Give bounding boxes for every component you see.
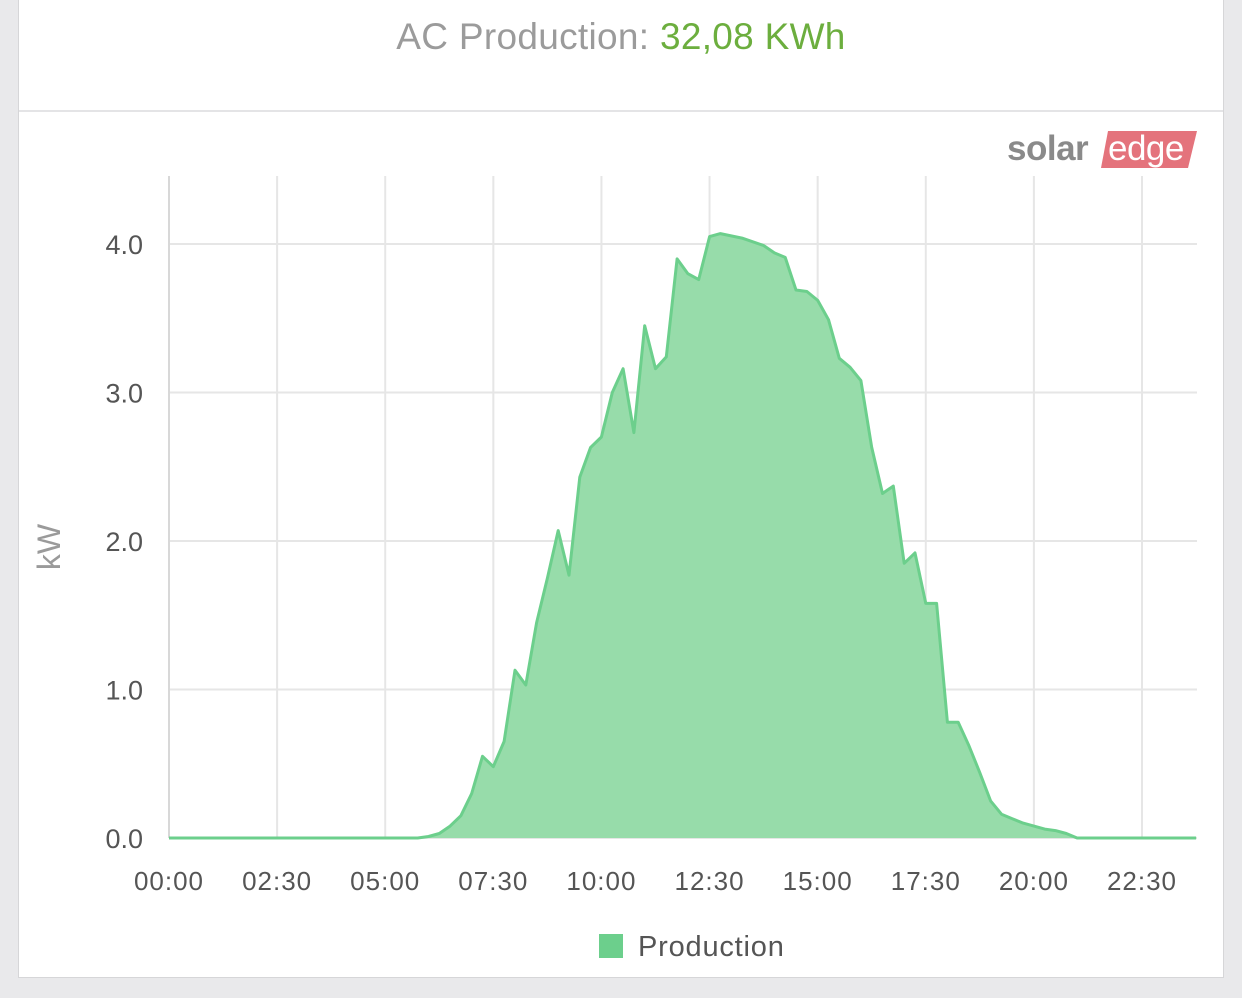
logo-text-solar: solar — [1007, 129, 1089, 168]
production-summary: AC Production: 32,08 KWh — [396, 16, 845, 58]
legend-label-production[interactable]: Production — [638, 931, 785, 963]
production-line — [169, 232, 1197, 840]
y-tick-label: 4.0 — [105, 230, 143, 260]
x-tick-label: 00:00 — [134, 866, 204, 896]
logo-accent-shape — [1101, 131, 1197, 168]
x-tick-label: 20:00 — [999, 866, 1069, 896]
y-tick-label: 3.0 — [105, 379, 143, 409]
legend[interactable]: Production — [599, 931, 785, 963]
production-area-fill — [169, 233, 1197, 839]
x-tick-label: 17:30 — [891, 866, 961, 896]
production-total: 32,08 KWh — [659, 16, 846, 57]
x-tick-label: 07:30 — [458, 866, 528, 896]
x-tick-label: 22:30 — [1107, 866, 1177, 896]
y-axis-title: kW — [31, 523, 67, 570]
x-tick-label: 10:00 — [566, 866, 636, 896]
x-tick-label: 15:00 — [783, 866, 853, 896]
chart-header: AC Production: 32,08 KWh — [19, 0, 1223, 112]
y-tick-label: 0.0 — [105, 824, 143, 854]
x-tick-label: 05:00 — [350, 866, 420, 896]
x-tick-label: 12:30 — [675, 866, 745, 896]
y-tick-label: 1.0 — [105, 676, 143, 706]
production-area — [169, 232, 1197, 840]
x-tick-label: 02:30 — [242, 866, 312, 896]
logo-text-edge: edge — [1108, 129, 1184, 168]
y-axis: 0.0 1.0 2.0 3.0 4.0 kW — [31, 230, 143, 854]
legend-swatch-production[interactable] — [599, 934, 623, 958]
production-label: AC Production: — [396, 16, 650, 57]
y-tick-label: 2.0 — [105, 527, 143, 557]
solaredge-logo: solar edge — [1007, 129, 1197, 168]
x-axis: 00:00 02:30 05:00 07:30 10:00 12:30 15:00 17:30… — [134, 866, 1177, 896]
